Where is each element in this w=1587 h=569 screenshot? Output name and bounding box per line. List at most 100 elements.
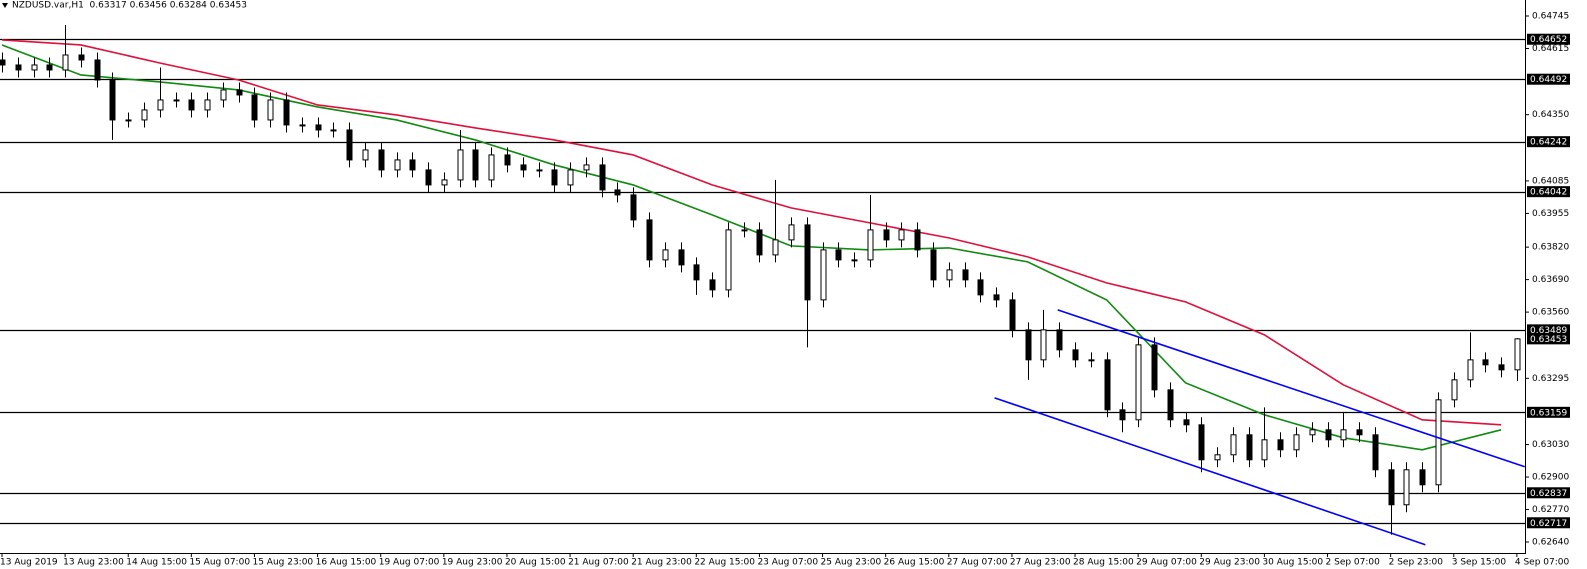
x-tick-label: 27 Aug 23:00 bbox=[1010, 558, 1071, 568]
candle-body bbox=[883, 229, 890, 241]
candle-body bbox=[1135, 344, 1142, 421]
x-tick-label: 2 Sep 23:00 bbox=[1389, 558, 1444, 568]
candle-body bbox=[977, 279, 984, 296]
candle-body bbox=[851, 259, 858, 262]
candle-body bbox=[1009, 299, 1016, 331]
current-price-label: 0.63453 bbox=[1530, 335, 1567, 345]
x-tick-label: 19 Aug 23:00 bbox=[442, 558, 503, 568]
candle-body bbox=[914, 229, 921, 251]
moving-average bbox=[1, 39, 1502, 426]
level-box bbox=[1527, 324, 1570, 336]
x-tick-label: 3 Sep 15:00 bbox=[1452, 558, 1507, 568]
candle-body bbox=[1372, 434, 1379, 471]
candle-body bbox=[141, 109, 148, 121]
candle-body bbox=[204, 99, 211, 111]
candle-body bbox=[536, 169, 543, 172]
candle-body bbox=[867, 229, 874, 261]
candle-body bbox=[220, 89, 227, 101]
level-box bbox=[1527, 136, 1570, 148]
candle-body bbox=[0, 59, 6, 66]
candle-body bbox=[725, 229, 732, 291]
chart-title: NZDUSD.var,H1 0.63317 0.63456 0.63284 0.… bbox=[12, 1, 247, 11]
candle-body bbox=[599, 164, 606, 191]
candle-body bbox=[788, 224, 795, 241]
level-label: 0.64242 bbox=[1530, 138, 1567, 148]
x-tick-label: 26 Aug 15:00 bbox=[884, 558, 945, 568]
y-tick-label: 0.63030 bbox=[1532, 440, 1569, 450]
candle-body bbox=[1514, 338, 1521, 371]
y-tick-label: 0.64745 bbox=[1532, 11, 1569, 21]
candle-body bbox=[362, 149, 369, 161]
candle-body bbox=[125, 119, 132, 122]
candle-body bbox=[236, 89, 243, 96]
y-tick-label: 0.64350 bbox=[1532, 110, 1569, 120]
candle-body bbox=[835, 249, 842, 261]
candle-body bbox=[1388, 469, 1395, 506]
candle-body bbox=[251, 94, 258, 121]
x-tick-label: 15 Aug 07:00 bbox=[189, 558, 250, 568]
level-box bbox=[1527, 33, 1570, 45]
candle-body bbox=[1088, 359, 1095, 362]
x-tick-label: 4 Sep 07:00 bbox=[1515, 558, 1570, 568]
candle-body bbox=[772, 239, 779, 256]
candle-body bbox=[425, 169, 432, 186]
y-tick-label: 0.63690 bbox=[1532, 275, 1569, 285]
level-label: 0.62717 bbox=[1530, 519, 1567, 529]
y-tick-label: 0.63295 bbox=[1532, 374, 1569, 384]
candle-body bbox=[1198, 424, 1205, 461]
y-tick-label: 0.63560 bbox=[1532, 308, 1569, 318]
y-tick-label: 0.62900 bbox=[1532, 473, 1569, 483]
candle-body bbox=[31, 64, 38, 71]
candle-body bbox=[15, 64, 22, 71]
candle-body bbox=[1261, 439, 1268, 461]
candle-body bbox=[1246, 434, 1253, 461]
candle-body bbox=[1325, 429, 1332, 441]
candle-body bbox=[1167, 389, 1174, 421]
candle-body bbox=[1214, 454, 1221, 461]
level-label: 0.64652 bbox=[1530, 35, 1567, 45]
x-tick-label: 25 Aug 23:00 bbox=[821, 558, 882, 568]
level-label: 0.64042 bbox=[1530, 188, 1567, 198]
candle-body bbox=[804, 224, 811, 301]
candle-body bbox=[472, 149, 479, 181]
candle-body bbox=[709, 279, 716, 291]
y-tick-label: 0.63955 bbox=[1532, 209, 1569, 219]
candle-body bbox=[1403, 469, 1410, 506]
candle-body bbox=[1419, 469, 1426, 486]
candle-body bbox=[1025, 329, 1032, 361]
x-tick-label: 28 Aug 15:00 bbox=[1073, 558, 1134, 568]
menu-arrow[interactable] bbox=[2, 3, 8, 8]
x-tick-label: 20 Aug 15:00 bbox=[505, 558, 566, 568]
x-tick-label: 27 Aug 07:00 bbox=[947, 558, 1008, 568]
candle-body bbox=[930, 249, 937, 281]
x-tick-label: 2 Sep 07:00 bbox=[1326, 558, 1381, 568]
candle-body bbox=[78, 54, 85, 61]
candle-body bbox=[678, 249, 685, 266]
candle-body bbox=[378, 149, 385, 171]
candle-body bbox=[346, 129, 353, 161]
candle-body bbox=[1435, 399, 1442, 486]
x-tick-label: 22 Aug 15:00 bbox=[694, 558, 755, 568]
level-label: 0.62837 bbox=[1530, 489, 1567, 499]
candle-body bbox=[1151, 344, 1158, 391]
candle-body bbox=[946, 269, 953, 281]
candle-body bbox=[820, 249, 827, 301]
candle-body bbox=[1277, 439, 1284, 451]
candle-body bbox=[1072, 349, 1079, 361]
candle-body bbox=[267, 99, 274, 121]
candle-body bbox=[1104, 359, 1111, 411]
candle-body bbox=[1340, 429, 1347, 441]
candle-body bbox=[315, 124, 322, 131]
candle-body bbox=[756, 229, 763, 256]
candle-body bbox=[898, 229, 905, 241]
candle-body bbox=[1293, 434, 1300, 451]
candle-body bbox=[583, 164, 590, 171]
x-tick-label: 29 Aug 07:00 bbox=[1136, 558, 1197, 568]
level-box bbox=[1527, 186, 1570, 198]
level-box bbox=[1527, 406, 1570, 418]
candle-body bbox=[551, 169, 558, 186]
candle-body bbox=[283, 99, 290, 126]
level-label: 0.64492 bbox=[1530, 75, 1567, 85]
